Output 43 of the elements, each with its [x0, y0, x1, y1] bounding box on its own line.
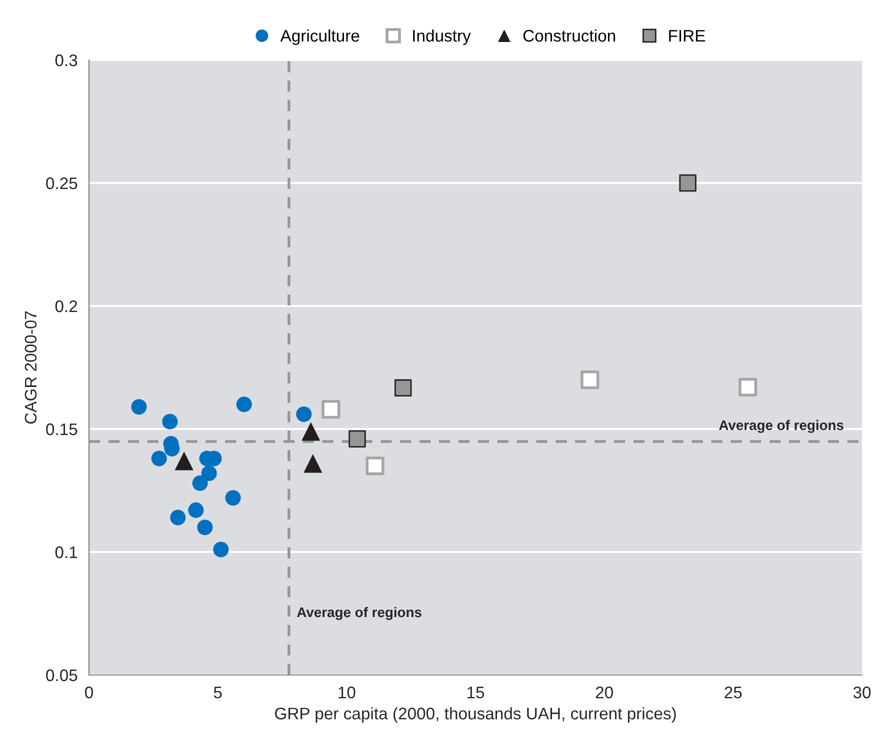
point: [580, 370, 600, 390]
point: [162, 414, 178, 430]
x-tick-label: 5: [214, 686, 222, 698]
point: [366, 456, 384, 476]
y-tick-label: 0.15: [46, 423, 78, 436]
point: [304, 454, 322, 473]
point: [213, 542, 229, 558]
x-tick-label: 30: [853, 686, 871, 698]
point: [170, 510, 186, 526]
x-axis-title: GRP per capita (2000, thousands UAH, current prices): [275, 707, 676, 723]
y-tick-label: 0.1: [55, 546, 78, 558]
x-tick-label: 25: [724, 686, 742, 698]
point: [296, 406, 312, 422]
x-tick-label: 15: [468, 686, 484, 698]
point: [738, 378, 758, 396]
point: [131, 399, 147, 415]
legend-label: Construction: [523, 29, 616, 42]
x-tick-label: 10: [338, 686, 356, 698]
point: [348, 430, 366, 448]
point: [192, 475, 208, 491]
legend-label: FIRE: [669, 30, 706, 42]
legend-label: Agriculture: [280, 29, 360, 45]
point: [322, 400, 340, 419]
y-tick-label: 0.25: [46, 177, 78, 190]
y-axis-title: CAGR 2000-07: [24, 311, 37, 424]
point: [236, 396, 252, 412]
ref-line-label: Average of regions: [719, 420, 844, 433]
ref-line-label: Average of regions: [297, 606, 422, 620]
point: [197, 520, 213, 536]
point: [188, 502, 204, 518]
x-tick-label: 20: [596, 686, 613, 698]
point: [201, 466, 217, 482]
point: [174, 452, 194, 470]
y-tick-label: 0.05: [46, 669, 78, 682]
point: [151, 450, 167, 466]
point: [394, 379, 412, 397]
x-tick-label: 0: [85, 686, 93, 698]
point: [302, 422, 320, 441]
y-tick-label: 0.3: [55, 54, 78, 66]
point: [679, 174, 696, 192]
legend-label: Industry: [413, 29, 471, 45]
y-tick-label: 0.2: [55, 300, 78, 312]
point: [225, 490, 241, 506]
